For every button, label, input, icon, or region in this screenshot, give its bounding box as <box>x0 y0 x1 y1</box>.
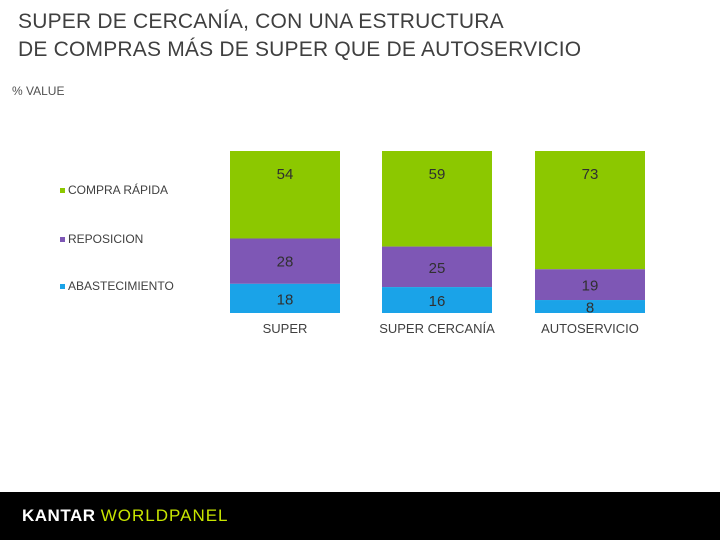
legend-swatch-reposicion <box>60 237 65 242</box>
legend-label-reposicion: REPOSICION <box>68 232 143 246</box>
chart-subtitle: % VALUE <box>12 84 65 98</box>
x-label-autoservicio: AUTOSERVICIO <box>541 321 639 336</box>
data-label-compra-rapida-super-cercania: 59 <box>429 166 446 183</box>
data-label-abastecimiento-super: 18 <box>277 291 294 308</box>
footer-bar: KANTAR WORLDPANEL <box>0 492 720 540</box>
chart-title: SUPER DE CERCANÍA, CON UNA ESTRUCTURA DE… <box>18 8 708 64</box>
logo-kantar: KANTAR <box>22 506 96 525</box>
bar-abastecimiento-super-cercania <box>382 287 492 313</box>
x-axis-labels: SUPER SUPER CERCANÍA AUTOSERVICIO <box>263 321 639 336</box>
title-line-2: DE COMPRAS MÁS DE SUPER QUE DE AUTOSERVI… <box>18 38 582 61</box>
legend-label-compra-rapida: COMPRA RÁPIDA <box>68 182 168 197</box>
bar-reposicion-super <box>230 238 340 284</box>
bar-abastecimiento-super <box>230 283 340 313</box>
bar-reposicion-super-cercania <box>382 246 492 288</box>
data-label-reposicion-super-cercania: 25 <box>429 260 446 277</box>
bar-compra-rapida-super <box>230 151 340 239</box>
legend-swatch-abastecimiento <box>60 284 65 289</box>
kantar-worldpanel-logo: KANTAR WORLDPANEL <box>22 506 229 526</box>
data-label-compra-rapida-super: 54 <box>277 166 294 183</box>
bars: 54 28 18 59 25 16 73 19 8 <box>230 151 645 317</box>
stacked-bar-chart: COMPRA RÁPIDA REPOSICION ABASTECIMIENTO 54… <box>60 151 645 336</box>
bar-reposicion-autoservicio <box>535 269 645 301</box>
data-label-reposicion-autoservicio: 19 <box>582 278 599 295</box>
data-label-abastecimiento-autoservicio: 8 <box>586 300 594 317</box>
legend-swatch-compra-rapida <box>60 188 65 193</box>
x-label-super: SUPER <box>263 321 308 336</box>
legend: COMPRA RÁPIDA REPOSICION ABASTECIMIENTO <box>60 182 174 293</box>
bar-abastecimiento-autoservicio <box>535 300 645 313</box>
data-label-abastecimiento-super-cercania: 16 <box>429 293 446 310</box>
x-label-super-cercania: SUPER CERCANÍA <box>379 321 495 336</box>
data-label-compra-rapida-autoservicio: 73 <box>582 166 599 183</box>
bar-compra-rapida-super-cercania <box>382 151 492 247</box>
title-line-1: SUPER DE CERCANÍA, CON UNA ESTRUCTURA <box>18 10 504 33</box>
logo-worldpanel: WORLDPANEL <box>100 506 229 525</box>
data-label-reposicion-super: 28 <box>277 253 294 270</box>
legend-label-abastecimiento: ABASTECIMIENTO <box>68 279 174 293</box>
bar-compra-rapida-autoservicio <box>535 151 645 270</box>
